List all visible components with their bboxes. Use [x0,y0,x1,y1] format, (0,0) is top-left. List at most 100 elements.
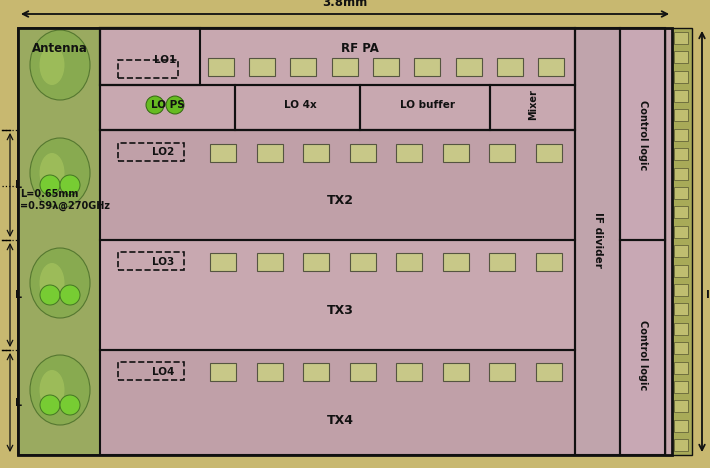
Bar [674,284,688,296]
Bar [674,264,688,277]
Text: LO buffer: LO buffer [400,100,454,110]
Bar [674,226,688,238]
Bar [396,144,422,162]
Bar [373,58,399,76]
Bar [536,144,562,162]
Bar [674,90,688,102]
Text: TX2: TX2 [327,193,354,206]
Bar [489,253,515,271]
Bar [100,28,575,85]
Bar [674,439,688,451]
Bar [674,303,688,315]
Bar [249,58,275,76]
Bar [674,420,688,432]
Bar [257,144,283,162]
Bar [257,253,283,271]
Text: LO1: LO1 [154,55,176,65]
Bar [489,144,515,162]
Bar [443,144,469,162]
Bar [674,245,688,257]
Bar [674,51,688,63]
Text: Antenna: Antenna [32,42,88,54]
Bar [674,32,688,44]
Bar [490,85,575,130]
Bar [350,253,376,271]
Bar [674,342,688,354]
Bar [100,350,575,455]
Bar [100,85,235,130]
Ellipse shape [40,370,65,410]
Bar [620,28,665,240]
Bar [18,28,100,455]
Bar [332,58,358,76]
Bar [536,253,562,271]
Bar [674,187,688,199]
Text: LO2: LO2 [152,147,174,157]
Ellipse shape [30,248,90,318]
Text: LO3: LO3 [152,257,174,267]
Bar [235,85,360,130]
Bar [210,253,236,271]
Bar [210,144,236,162]
Bar [674,401,688,412]
Bar [665,28,692,455]
Ellipse shape [30,355,90,425]
Ellipse shape [40,263,65,303]
Text: L: L [15,397,22,408]
Bar [100,130,575,240]
Bar [118,60,178,78]
Bar [18,28,100,455]
Bar [290,58,317,76]
Circle shape [60,285,80,305]
Bar [118,362,184,380]
Circle shape [60,395,80,415]
Bar [350,363,376,381]
Bar [674,168,688,180]
Ellipse shape [30,30,90,100]
Bar [100,130,575,240]
Bar [100,28,575,85]
Text: 3.8mm: 3.8mm [322,0,368,9]
Text: RF PA: RF PA [341,42,379,54]
Text: LO PS: LO PS [151,100,185,110]
Text: Mixer: Mixer [528,89,538,120]
Ellipse shape [40,153,65,193]
Bar [100,240,575,350]
Bar [674,129,688,141]
Bar [100,240,575,350]
Circle shape [60,175,80,195]
Circle shape [40,285,60,305]
Text: TX4: TX4 [327,414,354,426]
Bar [674,71,688,82]
Bar [620,28,665,240]
Bar [620,240,665,455]
Bar [207,58,234,76]
Text: Control logic: Control logic [638,100,648,170]
Circle shape [40,175,60,195]
Text: L: L [15,290,22,300]
Bar [100,28,200,85]
Bar [210,363,236,381]
Bar [100,28,575,130]
Bar [118,252,184,270]
Ellipse shape [40,45,65,85]
Bar [303,363,329,381]
Bar [672,28,692,455]
Bar [396,253,422,271]
Bar [575,28,620,455]
Ellipse shape [30,138,90,208]
Bar [538,58,564,76]
Bar [118,143,184,161]
Circle shape [40,395,60,415]
Text: L: L [15,180,22,190]
Bar [303,253,329,271]
Bar [350,144,376,162]
Bar [100,350,575,455]
Text: TX3: TX3 [327,304,354,316]
Bar [443,253,469,271]
Bar [674,206,688,219]
Text: Control logic: Control logic [638,320,648,390]
Bar [674,381,688,393]
Text: LO 4x: LO 4x [283,100,317,110]
Bar [415,58,440,76]
